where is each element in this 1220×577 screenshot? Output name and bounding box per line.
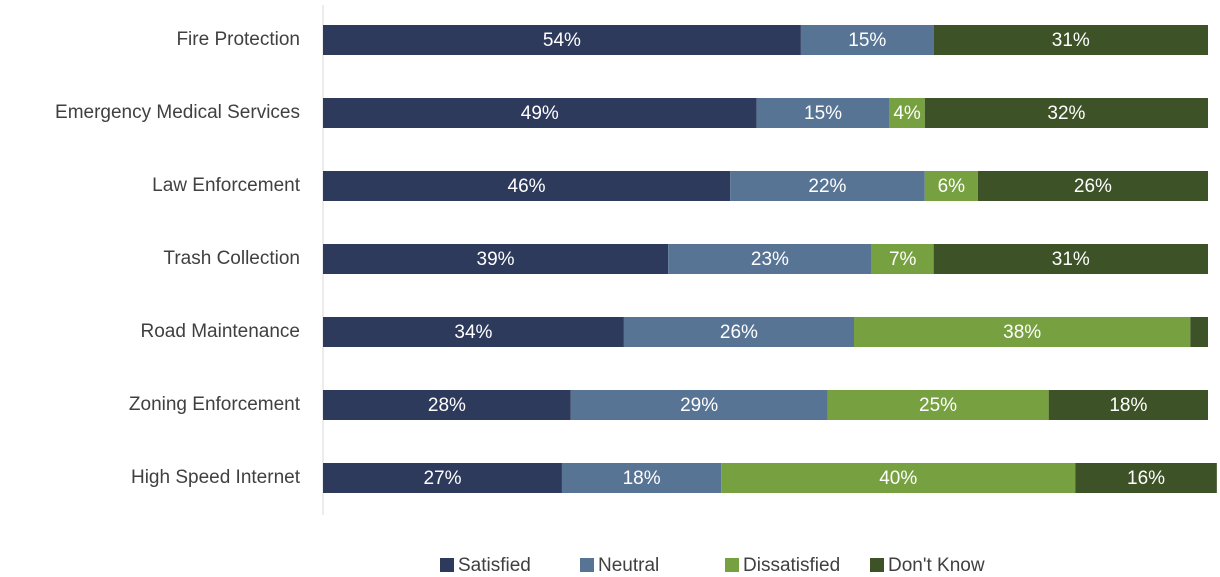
- data-label: 46%: [508, 176, 546, 197]
- category-label: Emergency Medical Services: [55, 102, 300, 123]
- bar-segment: [668, 244, 872, 274]
- legend-swatch: [870, 558, 884, 572]
- bar-segment: [1075, 463, 1217, 493]
- bar-segment: [623, 317, 854, 347]
- bar-segment: [323, 25, 801, 55]
- data-label: 26%: [720, 322, 758, 343]
- legend-swatch: [725, 558, 739, 572]
- bar-segment: [800, 25, 934, 55]
- bar-segment: [323, 463, 562, 493]
- data-label: 39%: [477, 249, 515, 270]
- bar-segment: [977, 171, 1208, 201]
- data-label: 54%: [543, 30, 581, 51]
- data-label: 31%: [1052, 249, 1090, 270]
- bar-segment: [1190, 317, 1208, 347]
- data-label: 18%: [623, 468, 661, 489]
- data-label: 7%: [889, 249, 917, 270]
- data-label: 15%: [804, 103, 842, 124]
- legend-label: Satisfied: [458, 555, 531, 576]
- category-label: Zoning Enforcement: [129, 394, 301, 415]
- data-label: 6%: [938, 176, 966, 197]
- bar-segment: [854, 317, 1191, 347]
- data-label: 15%: [848, 30, 886, 51]
- legend-label: Dissatisfied: [743, 555, 840, 576]
- category-label: Road Maintenance: [141, 321, 301, 342]
- data-label: 28%: [428, 395, 466, 416]
- bar-segment: [871, 244, 934, 274]
- bar-segment: [933, 244, 1208, 274]
- bar-segment: [570, 390, 828, 420]
- bar-segment: [323, 98, 757, 128]
- data-label: 16%: [1127, 468, 1165, 489]
- data-label: 22%: [808, 176, 846, 197]
- legend-label: Don't Know: [888, 555, 985, 576]
- data-label: 32%: [1047, 103, 1085, 124]
- bar-segment: [721, 463, 1076, 493]
- legend-label: Neutral: [598, 555, 659, 576]
- data-label: 31%: [1052, 30, 1090, 51]
- data-label: 29%: [680, 395, 718, 416]
- bar-segment: [323, 171, 731, 201]
- data-label: 49%: [521, 103, 559, 124]
- bar-segment: [561, 463, 722, 493]
- data-label: 25%: [919, 395, 957, 416]
- data-label: 18%: [1109, 395, 1147, 416]
- legend-swatch: [440, 558, 454, 572]
- bar-segment: [924, 171, 978, 201]
- data-label: 38%: [1003, 322, 1041, 343]
- category-label: Fire Protection: [176, 29, 300, 50]
- bar-segment: [889, 98, 925, 128]
- category-label: Trash Collection: [163, 248, 300, 269]
- bar-segment: [1048, 390, 1208, 420]
- bar-segment: [924, 98, 1208, 128]
- data-label: 27%: [423, 468, 461, 489]
- legend-swatch: [580, 558, 594, 572]
- category-label: High Speed Internet: [131, 467, 301, 488]
- bar-segment: [730, 171, 925, 201]
- data-label: 23%: [751, 249, 789, 270]
- bar-segment: [933, 25, 1208, 55]
- bar-segment: [827, 390, 1049, 420]
- bar-segment: [323, 390, 571, 420]
- bar-segment: [323, 244, 669, 274]
- data-label: 26%: [1074, 176, 1112, 197]
- category-label: Law Enforcement: [152, 175, 301, 196]
- bar-segment: [323, 317, 624, 347]
- data-label: 4%: [893, 103, 921, 124]
- data-label: 40%: [879, 468, 917, 489]
- data-label: 34%: [454, 322, 492, 343]
- bar-segment: [756, 98, 890, 128]
